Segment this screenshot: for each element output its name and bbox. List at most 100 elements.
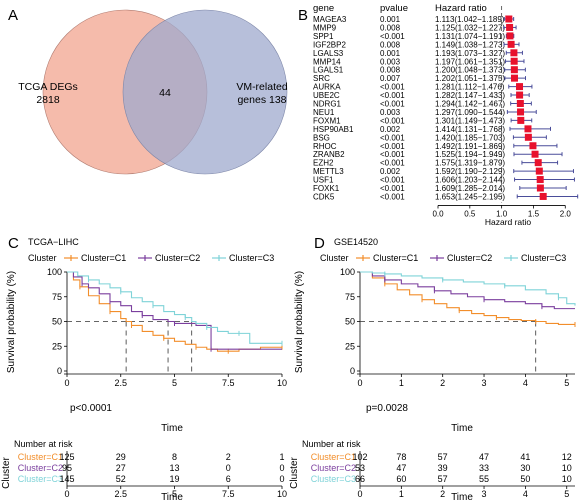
- km-curve-c1: [67, 271, 282, 352]
- panel-d: D GSE14520 Cluster Cluster=C1 Cluster=C2 Cl…: [289, 235, 576, 503]
- forest-hr-label: 1.297(1.090−1.544): [435, 108, 505, 117]
- panel-a: A TCGA DEGs 2818 44 VM-related genes 138: [8, 7, 288, 175]
- forest-gene-label: FOXM1: [313, 116, 341, 125]
- risk-row-label: Cluster=C1: [311, 452, 356, 462]
- risk-x-tick-label: 5: [172, 489, 177, 499]
- forest-pvalue-label: <0.001: [380, 133, 405, 142]
- forest-gene-label: MMP9: [313, 23, 337, 32]
- km-y-tick-label: 50: [52, 317, 62, 327]
- km-c-pvalue: p<0.0001: [70, 403, 112, 414]
- km-legend-label: Cluster=C1: [373, 253, 418, 263]
- forest-pvalue-label: 0.008: [380, 23, 401, 32]
- forest-pvalue-label: 0.007: [380, 74, 401, 83]
- risk-x-tick-label: 4: [523, 489, 528, 499]
- forest-hr-label: 1.609(1.285−2.014): [435, 184, 505, 193]
- km-legend-label: Cluster=C2: [155, 253, 200, 263]
- forest-point: [506, 23, 514, 31]
- risk-count: 2: [226, 452, 231, 462]
- risk-count: 47: [479, 452, 489, 462]
- forest-pvalue-label: <0.001: [380, 159, 405, 168]
- risk-x-tick-label: 7.5: [222, 489, 235, 499]
- panel-c-letter: C: [8, 235, 19, 252]
- forest-header-gene: gene: [313, 3, 334, 14]
- forest-gene-label: LGALS3: [313, 49, 344, 58]
- risk-count: 1: [279, 452, 284, 462]
- forest-point: [510, 57, 518, 65]
- forest-xlabel: Hazard ratio: [485, 217, 532, 227]
- forest-header-hr: Hazard ratio: [435, 3, 487, 14]
- forest-pvalue-label: <0.001: [380, 150, 405, 159]
- forest-point: [516, 91, 524, 99]
- forest-point: [534, 159, 542, 167]
- forest-gene-label: METTL3: [313, 167, 344, 176]
- km-x-tick-label: 7.5: [222, 378, 235, 388]
- forest-point: [536, 184, 544, 192]
- forest-point: [529, 142, 537, 150]
- km-c-title: TCGA−LIHC: [28, 237, 79, 247]
- forest-rows: MAGEA3 0.001 1.113(1.042−1.189) MMP9 0.008 1.…: [313, 15, 505, 201]
- venn-circle-vm: [122, 9, 288, 175]
- venn-left-label-1: TCGA DEGs: [18, 81, 78, 93]
- forest-hr-label: 1.131(1.074−1.191): [435, 32, 505, 41]
- forest-hr-label: 1.281(1.112−1.476): [435, 83, 505, 92]
- risk-count: 0: [226, 463, 231, 473]
- risk-x-tick-label: 10: [277, 489, 287, 499]
- risk-row-label: Cluster=C1: [18, 452, 63, 462]
- forest-gene-label: SPP1: [313, 32, 334, 41]
- km-c-ylabel: Survival probability (%): [6, 271, 17, 373]
- forest-x-tick-label: 0.0: [432, 209, 444, 218]
- risk-c-title: Number at risk: [14, 439, 73, 449]
- risk-count: 50: [520, 474, 530, 484]
- forest-hr-label: 1.113(1.042−1.189): [435, 15, 505, 24]
- forest-hr-label: 1.282(1.147−1.433): [435, 91, 505, 100]
- forest-hr-label: 1.525(1.194−1.949): [435, 150, 505, 159]
- forest-pvalue-label: 0.002: [380, 167, 401, 176]
- km-d-title: GSE14520: [334, 237, 378, 247]
- forest-hr-label: 1.606(1.203−2.144): [435, 176, 505, 185]
- km-x-tick-label: 1: [399, 378, 404, 388]
- forest-hr-label: 1.420(1.185−1.703): [435, 133, 505, 142]
- km-legend-title: Cluster: [320, 253, 349, 263]
- km-y-tick-label: 0: [57, 366, 62, 376]
- km-d-pvalue: p=0.0028: [366, 403, 408, 414]
- risk-count: 47: [396, 463, 406, 473]
- km-x-tick-label: 0: [64, 378, 69, 388]
- km-x-tick-label: 5: [172, 378, 177, 388]
- km-d-ylabel: Survival probability (%): [294, 271, 305, 373]
- risk-count: 6: [226, 474, 231, 484]
- risk-count: 27: [116, 463, 126, 473]
- forest-gene-label: MAGEA3: [313, 15, 347, 24]
- forest-point: [510, 74, 518, 82]
- forest-hr-label: 1.149(1.038−1.273): [435, 40, 505, 49]
- forest-hr-label: 1.575(1.319−1.879): [435, 159, 505, 168]
- risk-count: 33: [479, 463, 489, 473]
- km-curve-c2: [67, 271, 282, 350]
- forest-x-tick-label: 0.5: [464, 209, 476, 218]
- forest-hr-label: 1.294(1.142−1.467): [435, 100, 505, 109]
- forest-pvalue-label: <0.001: [380, 176, 405, 185]
- km-legend-title: Cluster: [28, 253, 57, 263]
- forest-gene-label: SRC: [313, 74, 330, 83]
- forest-gene-label: MMP14: [313, 57, 341, 66]
- km-x-tick-label: 3: [482, 378, 487, 388]
- km-y-tick-label: 75: [345, 292, 355, 302]
- risk-count: 55: [479, 474, 489, 484]
- risk-count: 8: [172, 452, 177, 462]
- forest-point: [517, 116, 525, 124]
- forest-x-tick-label: 2.0: [560, 209, 572, 218]
- forest-pvalue-label: 0.008: [380, 40, 401, 49]
- forest-gene-label: NDRG1: [313, 100, 342, 109]
- km-d-xlabel: Time: [451, 423, 473, 434]
- risk-count: 57: [438, 452, 448, 462]
- risk-d-xlabel: Time: [451, 492, 473, 503]
- km-y-tick-label: 0: [350, 366, 355, 376]
- venn-right-label-1: VM-related: [236, 81, 288, 93]
- risk-c-xlabel: Time: [161, 492, 183, 503]
- km-x-tick-label: 2.5: [114, 378, 127, 388]
- forest-header-pvalue: pvalue: [380, 3, 408, 14]
- forest-hr-label: 1.197(1.061−1.351): [435, 57, 505, 66]
- forest-point: [524, 133, 532, 141]
- risk-row-label: Cluster=C2: [311, 463, 356, 473]
